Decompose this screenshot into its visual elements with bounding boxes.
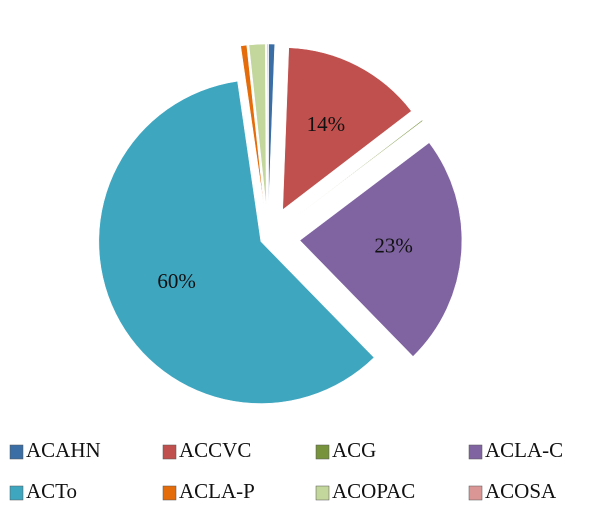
pie-slice <box>299 142 463 357</box>
legend-swatch <box>162 444 177 460</box>
legend-label: ACCVC <box>179 438 251 462</box>
pie-slice <box>240 44 265 207</box>
data-label: 23% <box>374 233 413 257</box>
data-label: 60% <box>157 269 196 293</box>
pie-slice <box>268 43 275 207</box>
legend-swatch <box>468 444 483 460</box>
legend-swatch <box>315 444 330 460</box>
legend-swatch <box>162 485 177 501</box>
pie-slice <box>266 43 269 207</box>
legend-label: ACOSA <box>485 479 557 503</box>
data-label: 14% <box>307 112 346 136</box>
legend-label: ACLA-C <box>485 438 563 462</box>
legend-swatch <box>468 485 483 501</box>
pie-slice <box>282 47 412 211</box>
legend-label: ACLA-P <box>179 479 255 503</box>
legend-swatch <box>9 485 24 501</box>
pie-slice <box>248 43 267 207</box>
legend-label: ACTo <box>26 479 77 503</box>
legend-label: ACOPAC <box>332 479 415 503</box>
pie-slice <box>293 119 424 219</box>
legend-label: ACG <box>332 438 376 462</box>
legend-label: ACAHN <box>26 438 101 462</box>
legend-swatch <box>9 444 24 460</box>
legend-swatch <box>315 485 330 501</box>
pie-slice <box>98 80 375 404</box>
